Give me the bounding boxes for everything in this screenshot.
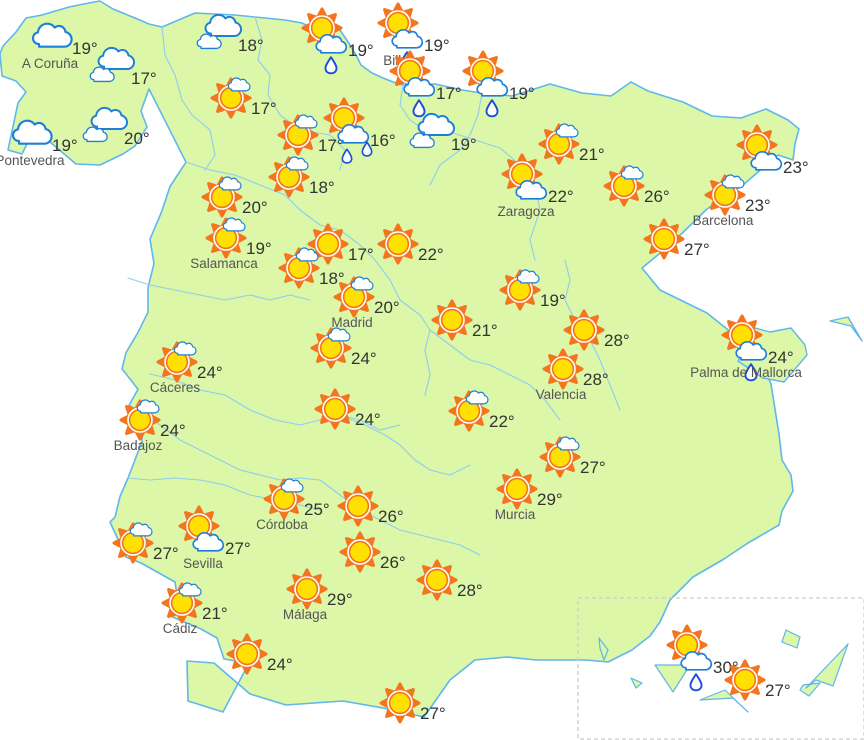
svg-text:17°: 17° xyxy=(348,245,374,264)
svg-text:20°: 20° xyxy=(124,129,150,148)
svg-text:Córdoba: Córdoba xyxy=(256,517,308,532)
svg-text:21°: 21° xyxy=(202,604,228,623)
svg-text:24°: 24° xyxy=(267,655,293,674)
svg-text:Sevilla: Sevilla xyxy=(183,556,223,571)
svg-text:20°: 20° xyxy=(374,298,400,317)
svg-text:21°: 21° xyxy=(472,321,498,340)
svg-text:27°: 27° xyxy=(420,704,446,723)
svg-text:19°: 19° xyxy=(424,36,450,55)
svg-text:22°: 22° xyxy=(418,245,444,264)
svg-text:Pontevedra: Pontevedra xyxy=(0,153,65,168)
svg-text:Palma de Mallorca: Palma de Mallorca xyxy=(690,365,802,380)
svg-text:28°: 28° xyxy=(457,581,483,600)
svg-text:Valencia: Valencia xyxy=(536,387,587,402)
svg-text:24°: 24° xyxy=(355,410,381,429)
svg-text:27°: 27° xyxy=(580,458,606,477)
svg-text:18°: 18° xyxy=(238,36,264,55)
svg-text:A Coruña: A Coruña xyxy=(22,56,79,71)
svg-text:19°: 19° xyxy=(348,41,374,60)
svg-text:19°: 19° xyxy=(451,135,477,154)
svg-text:Barcelona: Barcelona xyxy=(693,213,754,228)
svg-text:26°: 26° xyxy=(378,507,404,526)
svg-text:Cádiz: Cádiz xyxy=(163,621,198,636)
svg-text:Badajoz: Badajoz xyxy=(114,438,163,453)
svg-text:17°: 17° xyxy=(251,99,277,118)
svg-text:Cáceres: Cáceres xyxy=(150,380,201,395)
svg-text:19°: 19° xyxy=(540,291,566,310)
svg-text:18°: 18° xyxy=(309,178,335,197)
svg-text:27°: 27° xyxy=(153,544,179,563)
svg-text:29°: 29° xyxy=(537,490,563,509)
svg-text:24°: 24° xyxy=(197,363,223,382)
svg-text:17°: 17° xyxy=(131,69,157,88)
svg-text:24°: 24° xyxy=(160,421,186,440)
svg-text:22°: 22° xyxy=(489,412,515,431)
svg-text:Zaragoza: Zaragoza xyxy=(497,204,555,219)
svg-text:Salamanca: Salamanca xyxy=(190,256,258,271)
svg-text:19°: 19° xyxy=(509,84,535,103)
svg-text:20°: 20° xyxy=(242,198,268,217)
svg-text:21°: 21° xyxy=(579,145,605,164)
svg-text:Málaga: Málaga xyxy=(283,607,328,622)
svg-text:28°: 28° xyxy=(604,331,630,350)
svg-text:23°: 23° xyxy=(783,158,809,177)
svg-text:24°: 24° xyxy=(351,349,377,368)
svg-text:27°: 27° xyxy=(225,539,251,558)
svg-text:27°: 27° xyxy=(765,681,791,700)
svg-text:26°: 26° xyxy=(380,553,406,572)
svg-text:17°: 17° xyxy=(436,84,462,103)
svg-text:29°: 29° xyxy=(327,590,353,609)
svg-text:16°: 16° xyxy=(370,131,396,150)
svg-text:27°: 27° xyxy=(684,240,710,259)
svg-text:26°: 26° xyxy=(644,187,670,206)
svg-text:28°: 28° xyxy=(583,370,609,389)
svg-text:Murcia: Murcia xyxy=(495,507,536,522)
